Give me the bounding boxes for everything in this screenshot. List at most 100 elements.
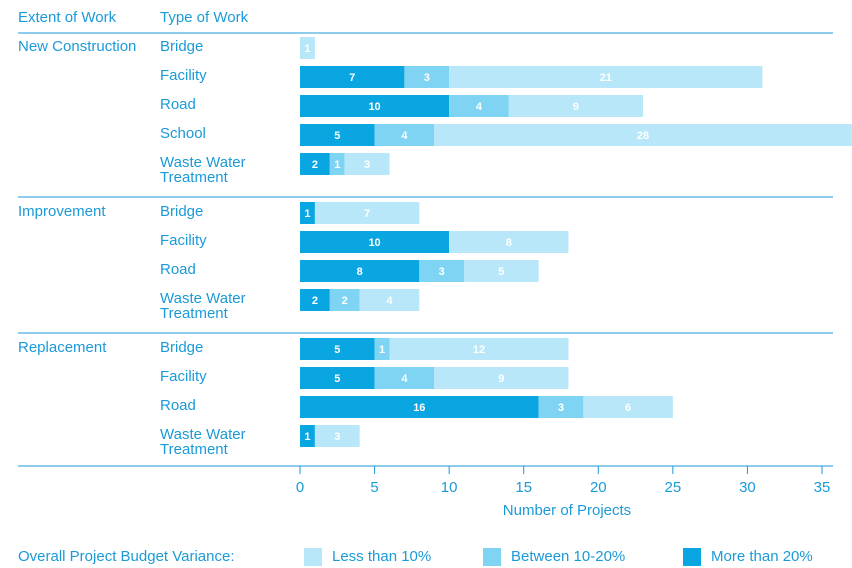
segment-label: 1: [334, 159, 340, 171]
bar-segment: [374, 124, 435, 146]
bar-segment: [314, 425, 360, 447]
category-label: Waste Water Treatment: [160, 154, 246, 186]
legend-label: More than 20%: [711, 548, 813, 565]
x-tick-label: 10: [441, 479, 458, 496]
bar-segment: [300, 289, 330, 311]
segment-label: 7: [349, 72, 355, 84]
bar-segment: [314, 202, 420, 224]
segment-label: 3: [424, 72, 430, 84]
category-label: Waste Water Treatment: [160, 290, 246, 322]
segment-label: 7: [364, 208, 370, 220]
bar-segment: [300, 260, 420, 282]
segment-label: 16: [413, 402, 425, 414]
bar-segment: [300, 202, 315, 224]
segment-label: 5: [334, 344, 340, 356]
segment-label: 1: [304, 431, 310, 443]
segment-label: 3: [334, 431, 340, 443]
bar-segment: [359, 289, 420, 311]
segment-label: 10: [368, 101, 380, 113]
bar-segment: [508, 95, 644, 117]
segment-label: 1: [379, 344, 385, 356]
category-label: Bridge: [160, 38, 204, 55]
bar-segment: [389, 338, 569, 360]
legend-label: Between 10-20%: [511, 548, 625, 565]
segment-label: 3: [558, 402, 564, 414]
bar-segment: [300, 37, 315, 59]
segment-label: 3: [439, 266, 445, 278]
bar-segment: [300, 396, 539, 418]
bar-segment: [583, 396, 673, 418]
bar-segment: [300, 66, 405, 88]
segment-label: 1: [304, 208, 310, 220]
x-tick-label: 20: [590, 479, 607, 496]
bar-segment: [449, 231, 569, 253]
group-label: New Construction: [18, 38, 137, 55]
group-label: Replacement: [18, 339, 107, 356]
bar-segment: [374, 338, 390, 360]
legend-label: Less than 10%: [332, 548, 431, 565]
bar-segment: [300, 153, 330, 175]
segment-label: 12: [473, 344, 485, 356]
legend-title: Overall Project Budget Variance:: [18, 548, 235, 565]
segment-label: 5: [334, 373, 340, 385]
bar-segment: [329, 289, 360, 311]
segment-label: 9: [573, 101, 579, 113]
bar-segment: [300, 95, 450, 117]
bar-segment: [404, 66, 450, 88]
category-label: Road: [160, 397, 196, 414]
bar-segment: [300, 367, 375, 389]
segment-label: 10: [368, 237, 380, 249]
x-tick-label: 15: [515, 479, 532, 496]
bar-segment: [329, 153, 345, 175]
x-tick-label: 25: [665, 479, 682, 496]
column-header: Extent of Work: [18, 9, 117, 26]
bar-segment: [449, 66, 763, 88]
category-label: Facility: [160, 67, 207, 84]
x-tick-label: 35: [814, 479, 831, 496]
segment-label: 6: [625, 402, 631, 414]
x-axis-title: Number of Projects: [503, 502, 631, 519]
segment-label: 5: [334, 130, 340, 142]
bar-segment: [434, 367, 569, 389]
bar-segment: [344, 153, 390, 175]
category-label: Road: [160, 261, 196, 278]
legend-swatch: [683, 548, 701, 566]
bar-segment: [300, 231, 450, 253]
segment-label: 4: [401, 373, 408, 385]
category-label: Bridge: [160, 339, 204, 356]
segment-label: 2: [342, 295, 348, 307]
segment-label: 2: [312, 295, 318, 307]
x-tick-label: 30: [739, 479, 756, 496]
category-label: Road: [160, 96, 196, 113]
category-label: Facility: [160, 232, 207, 249]
bar-segment: [538, 396, 584, 418]
category-label: Facility: [160, 368, 207, 385]
segment-label: 8: [506, 237, 512, 249]
segment-label: 3: [364, 159, 370, 171]
bar-segment: [300, 124, 375, 146]
bar-segment: [374, 367, 435, 389]
legend-swatch: [483, 548, 501, 566]
group-label: Improvement: [18, 203, 106, 220]
x-tick-label: 5: [370, 479, 378, 496]
bar-segment: [300, 425, 315, 447]
column-header: Type of Work: [160, 9, 249, 26]
bar-segment: [449, 95, 509, 117]
segment-label: 4: [386, 295, 393, 307]
bar-segment: [419, 260, 465, 282]
segment-label: 28: [637, 130, 649, 142]
segment-label: 2: [312, 159, 318, 171]
legend-swatch: [304, 548, 322, 566]
bar-segment: [464, 260, 539, 282]
category-label: Bridge: [160, 203, 204, 220]
segment-label: 4: [476, 101, 483, 113]
segment-label: 9: [498, 373, 504, 385]
bar-segment: [300, 338, 375, 360]
category-label: School: [160, 125, 206, 142]
bar-segment: [434, 124, 852, 146]
x-tick-label: 0: [296, 479, 304, 496]
category-label: Waste Water Treatment: [160, 426, 246, 458]
segment-label: 8: [357, 266, 363, 278]
